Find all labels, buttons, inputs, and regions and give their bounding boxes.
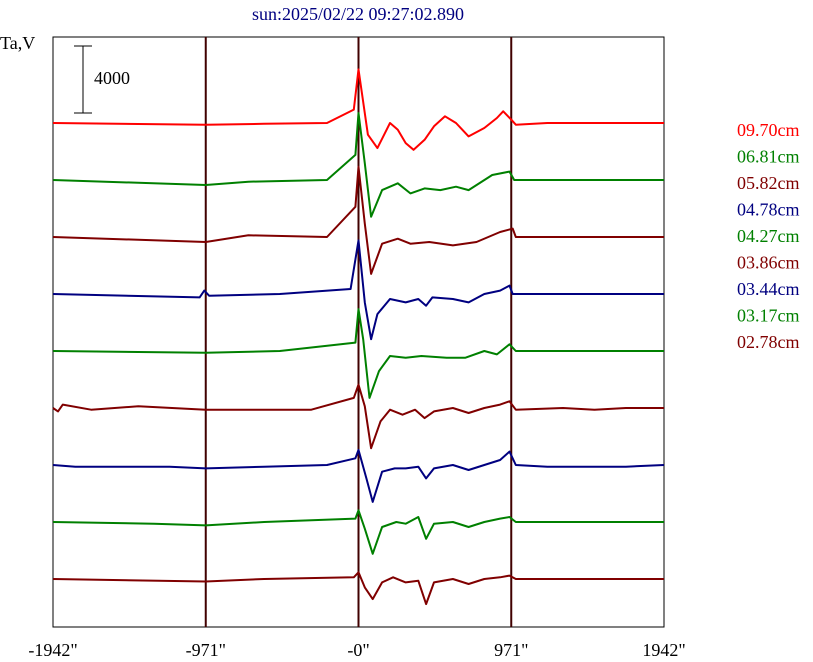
legend: 09.70cm 06.81cm 05.82cm 04.78cm 04.27cm 03.86…: [737, 120, 800, 352]
series-line-03.44cm: [52, 448, 665, 503]
vertical-reference-lines: [204, 37, 513, 627]
scale-bar-label: 4000: [94, 68, 130, 88]
y-axis-label: Ta,V: [0, 33, 35, 53]
legend-entry-04.78cm: 04.78cm: [737, 200, 800, 220]
x-tick-labels: -1942" -971" -0" 971" 1942": [28, 640, 685, 660]
x-tick-label: 1942": [642, 640, 685, 660]
legend-entry-03.86cm: 03.86cm: [737, 253, 800, 273]
series-traces: [52, 68, 665, 606]
series-line-02.78cm: [52, 571, 664, 606]
series-line-03.86cm: [52, 383, 664, 450]
legend-entry-05.82cm: 05.82cm: [737, 173, 800, 193]
legend-entry-09.70cm: 09.70cm: [737, 120, 800, 140]
series-line-05.82cm: [52, 165, 664, 275]
legend-entry-03.44cm: 03.44cm: [737, 279, 800, 299]
x-tick-label: -971": [186, 640, 226, 660]
legend-entry-02.78cm: 02.78cm: [737, 332, 800, 352]
series-line-06.81cm: [52, 112, 664, 218]
chart-title: sun:2025/02/22 09:27:02.890: [252, 4, 464, 24]
x-tick-label: -0": [347, 640, 369, 660]
series-line-04.78cm: [52, 239, 664, 341]
series-line-03.17cm: [52, 509, 664, 555]
legend-entry-04.27cm: 04.27cm: [737, 226, 800, 246]
x-tick-label: -1942": [28, 640, 77, 660]
series-line-09.70cm: [52, 68, 664, 151]
series-line-04.27cm: [52, 308, 664, 399]
legend-entry-06.81cm: 06.81cm: [737, 147, 800, 167]
x-tick-label: 971": [494, 640, 528, 660]
scale-bar: 4000: [74, 45, 130, 114]
legend-entry-03.17cm: 03.17cm: [737, 306, 800, 326]
